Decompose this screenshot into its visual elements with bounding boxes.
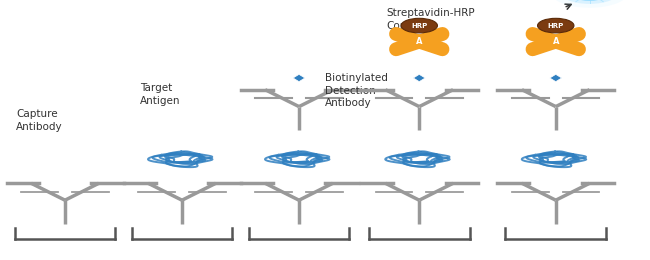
Circle shape [538, 18, 574, 33]
Text: HRP: HRP [411, 23, 428, 29]
Circle shape [401, 18, 437, 33]
Polygon shape [413, 74, 425, 82]
Circle shape [560, 0, 619, 4]
Text: Capture
Antibody: Capture Antibody [16, 109, 63, 132]
Polygon shape [550, 74, 562, 82]
Text: HRP: HRP [547, 23, 564, 29]
Text: A: A [416, 37, 422, 46]
Text: A: A [552, 37, 559, 46]
Text: Streptavidin-HRP
Complex: Streptavidin-HRP Complex [387, 8, 475, 31]
Circle shape [568, 0, 611, 1]
Circle shape [551, 0, 629, 8]
Text: Biotinylated
Detection
Antibody: Biotinylated Detection Antibody [325, 73, 388, 108]
Text: Target
Antigen: Target Antigen [140, 83, 180, 106]
Polygon shape [293, 74, 305, 82]
